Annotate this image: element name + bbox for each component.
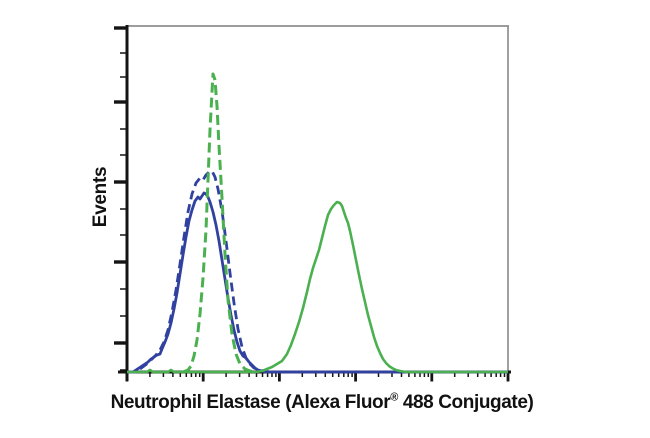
curve-green-solid bbox=[127, 200, 508, 374]
axes bbox=[118, 25, 511, 381]
curve-blue-solid bbox=[127, 191, 508, 374]
curve-green-dashed bbox=[182, 72, 256, 374]
plot-frame bbox=[127, 25, 509, 372]
registered-trademark-symbol: ® bbox=[390, 391, 398, 404]
x-axis-label-text-2: 488 Conjugate) bbox=[397, 392, 534, 413]
x-axis-label-text: Neutrophil Elastase (Alexa Fluor bbox=[110, 392, 391, 413]
y-axis-label: Events bbox=[90, 166, 111, 228]
histogram-curves bbox=[127, 72, 508, 374]
curve-blue-dashed bbox=[127, 169, 508, 374]
x-axis-label: Neutrophil Elastase (Alexa Fluor® 488 Co… bbox=[0, 392, 644, 414]
y-axis-ticks bbox=[114, 26, 127, 371]
